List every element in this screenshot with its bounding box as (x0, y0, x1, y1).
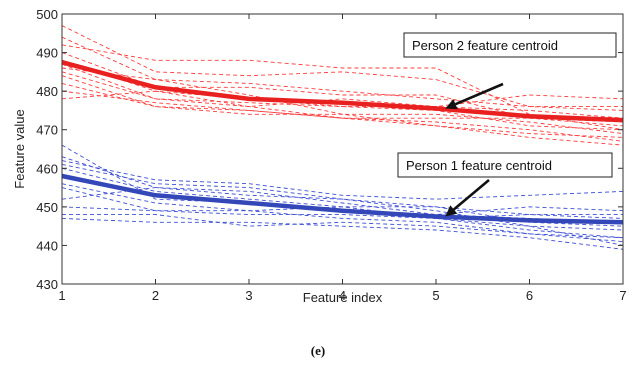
person2-sample-line-7 (61, 67, 624, 135)
y-tick-label: 490 (36, 46, 58, 61)
annotation-person2-box (403, 32, 617, 58)
annotation-person1: Person 1 feature centroid (397, 152, 613, 217)
annotation-group: Person 2 feature centroid Person 1 featu… (397, 32, 617, 217)
annotation-person2-arrowhead (445, 99, 458, 110)
annotation-person1-box (397, 152, 613, 178)
x-tick-label: 5 (432, 288, 439, 303)
x-tick-label: 7 (619, 288, 626, 303)
person1-sample-line-11 (61, 217, 624, 250)
annotation-person2: Person 2 feature centroid (403, 32, 617, 110)
figure-caption: (e) (311, 343, 325, 358)
person1-sample-line-3 (61, 163, 624, 231)
annotation-person1-arrow (452, 179, 490, 211)
person1-sample-line-10 (62, 214, 624, 239)
y-tick-label: 480 (36, 84, 58, 99)
person1-sample-line-7 (61, 187, 624, 239)
person2-sample-line-11 (61, 90, 624, 127)
person1-sample-line-8 (61, 187, 624, 216)
y-tick-label: 460 (36, 161, 58, 176)
y-axis-label: Feature value (12, 109, 27, 189)
y-tick-label: 450 (36, 200, 58, 215)
person1-sample-line-12 (61, 160, 624, 200)
y-tick-label: 430 (36, 277, 58, 292)
x-tick-label: 6 (526, 288, 533, 303)
sample-series-group (61, 25, 624, 250)
person2-sample-line-10 (61, 82, 624, 138)
person2-sample-line-8 (61, 71, 624, 142)
person2-sample-line-5 (61, 59, 624, 119)
x-tick-label: 3 (245, 288, 252, 303)
annotation-person2-label: Person 2 feature centroid (412, 38, 558, 53)
annotation-person1-label: Person 1 feature centroid (406, 158, 552, 173)
x-tick-label: 2 (152, 288, 159, 303)
person2-sample-line-12 (61, 90, 624, 108)
y-tick-label: 470 (36, 123, 58, 138)
person1-sample-line-9 (61, 206, 624, 246)
x-tick-label: 1 (58, 288, 65, 303)
person1-sample-line-6 (61, 183, 624, 243)
x-axis: 1 2 3 4 5 6 7 (58, 14, 627, 303)
person2-sample-line-9 (61, 75, 624, 146)
x-tick-label: 4 (339, 288, 346, 303)
person2-sample-line-2 (61, 36, 624, 111)
person2-centroid-line (61, 60, 624, 123)
y-tick-label: 500 (36, 7, 58, 22)
person1-centroid-line (61, 173, 624, 225)
annotation-person1-arrowhead (445, 205, 458, 217)
centroid-series-group (61, 60, 624, 225)
y-tick-label: 440 (36, 238, 58, 253)
person2-sample-line-6 (61, 63, 624, 131)
annotation-person2-arrow (454, 82, 504, 106)
x-axis-label: Feature index (303, 290, 383, 305)
y-axis: 430 440 450 460 470 480 490 500 (36, 7, 623, 292)
